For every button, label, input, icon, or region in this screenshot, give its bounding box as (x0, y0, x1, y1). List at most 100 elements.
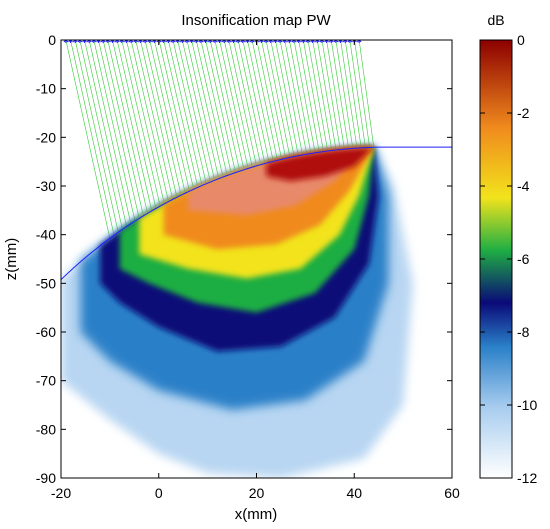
y-axis-label: z(mm) (3, 238, 20, 280)
ray (289, 40, 312, 154)
ray (316, 40, 337, 151)
ray (302, 40, 324, 152)
ray (65, 40, 111, 239)
element-marker (323, 40, 330, 43)
element-marker (67, 40, 74, 43)
ray (112, 40, 153, 211)
ray (93, 40, 136, 222)
element-marker (169, 40, 176, 43)
ray (163, 40, 199, 188)
element-marker (183, 40, 190, 43)
element-marker (286, 40, 293, 43)
ray (284, 40, 308, 155)
ray (195, 40, 228, 176)
interface-curve (61, 146, 452, 281)
y-tick-label: -20 (36, 129, 56, 145)
element-marker (263, 40, 270, 43)
element-marker (207, 40, 214, 43)
ray (265, 40, 291, 158)
ray (88, 40, 132, 224)
y-tick-label: -10 (36, 81, 56, 97)
ray (251, 40, 278, 161)
x-axis: -20 0 20 40 60 (51, 40, 460, 501)
element-marker (272, 40, 279, 43)
ray (307, 40, 329, 152)
element-marker (81, 40, 88, 43)
colorbar-title: dB (487, 12, 504, 28)
ray (354, 40, 370, 148)
element-marker (309, 40, 316, 43)
ray (107, 40, 148, 214)
element-marker (165, 40, 172, 43)
element-marker (123, 40, 130, 43)
beam-field (61, 147, 413, 478)
element-marker (267, 40, 274, 43)
element-marker (114, 40, 121, 43)
element-marker (216, 40, 223, 43)
element-marker (295, 40, 302, 43)
ray (228, 40, 257, 166)
element-marker (146, 40, 153, 43)
ray (70, 40, 115, 236)
element-marker (179, 40, 186, 43)
ray (126, 40, 165, 204)
y-axis: 0 -10 -20 -30 -40 -50 -60 -70 -80 -90 (36, 32, 452, 486)
element-marker (109, 40, 116, 43)
element-marker (328, 40, 335, 43)
y-tick-label: 0 (48, 32, 56, 48)
colorbar-tick-label: -6 (517, 251, 530, 267)
colorbar-tick-label: -10 (517, 397, 537, 413)
ray (116, 40, 157, 209)
colorbar-tick-label: -4 (517, 178, 530, 194)
element-marker (290, 40, 297, 43)
element-marker (346, 40, 353, 43)
element-marker (137, 40, 144, 43)
element-marker (193, 40, 200, 43)
x-axis-label: x(mm) (235, 506, 277, 523)
y-tick-label: -40 (36, 227, 56, 243)
element-marker (244, 40, 251, 43)
element-marker (202, 40, 209, 43)
ray (261, 40, 287, 159)
ray (144, 40, 182, 196)
colorbar-tick-label: 0 (517, 32, 525, 48)
ray (219, 40, 249, 169)
field-region (266, 147, 374, 182)
y-tick-label: -70 (36, 373, 56, 389)
ray (326, 40, 345, 150)
element-marker (230, 40, 237, 43)
element-marker (62, 40, 69, 43)
ray (168, 40, 203, 186)
element-marker (86, 40, 93, 43)
element-marker (211, 40, 218, 43)
element-marker (188, 40, 195, 43)
ray (340, 40, 358, 149)
element-marker (239, 40, 246, 43)
ray (233, 40, 261, 165)
ray (191, 40, 224, 178)
element-marker (151, 40, 158, 43)
y-tick-label: -30 (36, 178, 56, 194)
ray (358, 40, 375, 148)
element-marker (197, 40, 204, 43)
ray (256, 40, 282, 160)
colorbar-tick-label: -8 (517, 324, 530, 340)
element-marker (332, 40, 339, 43)
ray (349, 40, 366, 148)
element-marker (104, 40, 111, 43)
ray (293, 40, 316, 153)
y-tick-label: -60 (36, 324, 56, 340)
plot-content (61, 40, 452, 478)
element-marker (118, 40, 125, 43)
element-marker (356, 40, 363, 43)
ray (209, 40, 241, 172)
ray (237, 40, 266, 164)
ray (214, 40, 245, 170)
ray (121, 40, 161, 207)
ray (79, 40, 123, 230)
element-marker (221, 40, 228, 43)
element-marker (160, 40, 167, 43)
ray (223, 40, 253, 168)
ray-fan (65, 40, 375, 239)
